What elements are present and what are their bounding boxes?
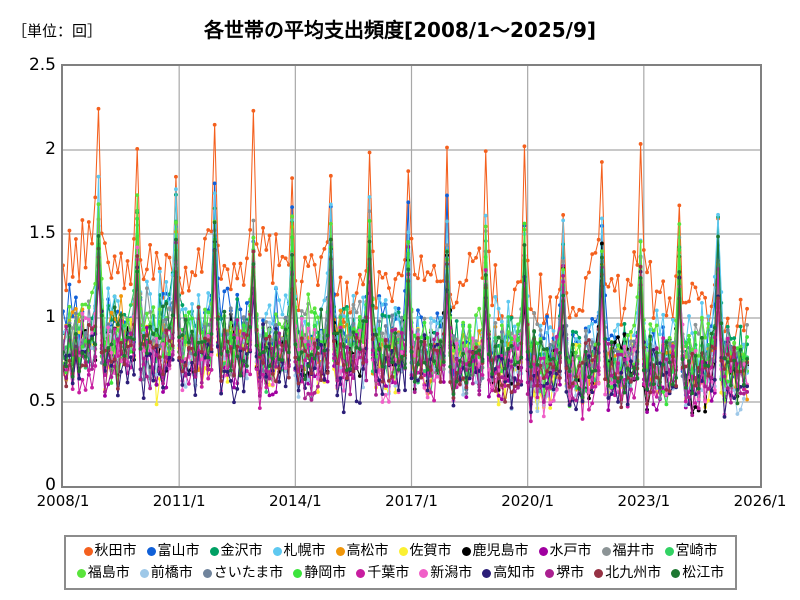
legend-label: 佐賀市 [409, 543, 452, 559]
legend-marker-icon [356, 568, 366, 578]
x-axis-tick-label: 2023/1 [617, 492, 671, 510]
legend-item-静岡市[interactable]: 静岡市 [293, 566, 346, 580]
legend-item-高松市[interactable]: 高松市 [335, 543, 389, 559]
legend-item-富山市[interactable]: 富山市 [146, 543, 200, 559]
data-series [63, 220, 749, 406]
legend-marker-icon [139, 568, 149, 578]
legend-item-松江市[interactable]: 松江市 [671, 566, 724, 580]
series-group [63, 106, 749, 424]
x-axis-tick-label: 2014/1 [268, 492, 322, 510]
unit-label: ［単位：回］ [12, 22, 103, 40]
y-axis-tick-label: 2 [45, 139, 56, 159]
legend-marker-icon [146, 546, 156, 556]
legend-item-福井市[interactable]: 福井市 [601, 543, 655, 559]
x-axis-tick-label: 2026/1 [733, 492, 787, 510]
legend-marker-icon [482, 568, 492, 578]
y-axis-labels: 0 0.5 1 1.5 2 2.5 [0, 0, 56, 600]
legend-item-千葉市[interactable]: 千葉市 [356, 566, 409, 580]
legend-marker-icon [398, 546, 408, 556]
legend-label: 宮崎市 [675, 543, 718, 559]
legend-marker-icon [209, 546, 219, 556]
legend-label: 水戸市 [549, 543, 592, 559]
legend-label: 千葉市 [367, 565, 410, 581]
legend-label: さいたま市 [213, 565, 284, 581]
legend-label: 北九州市 [605, 565, 662, 581]
legend-item-秋田市[interactable]: 秋田市 [83, 543, 137, 559]
gridlines [63, 66, 760, 486]
legend-marker-icon [601, 546, 611, 556]
legend-label: 静岡市 [304, 565, 347, 581]
legend-marker-icon [594, 568, 604, 578]
legend-marker-icon [545, 568, 555, 578]
legend-label: 札幌市 [283, 543, 326, 559]
legend-marker-icon [76, 568, 86, 578]
legend-label: 福井市 [612, 543, 655, 559]
legend-label: 秋田市 [94, 543, 137, 559]
legend-marker-icon [461, 546, 471, 556]
legend-label: 金沢市 [220, 543, 263, 559]
x-axis-tick-label: 2008/1 [36, 492, 90, 510]
legend-marker-icon [419, 568, 429, 578]
legend-marker-icon [538, 546, 548, 556]
plot-area [61, 64, 762, 488]
legend-item-前橋市[interactable]: 前橋市 [139, 565, 193, 581]
legend-label: 松江市 [682, 565, 725, 581]
legend-item-宮崎市[interactable]: 宮崎市 [664, 543, 718, 559]
legend-row: 福島市 前橋市 さいたま市 静岡市 千葉市 新潟市 高知市 堺市 北九州市 松江市 [68, 562, 733, 584]
legend-marker-icon [335, 546, 345, 556]
data-series [63, 106, 749, 359]
legend-label: 新潟市 [430, 565, 473, 581]
y-axis-tick-label: 2.5 [28, 55, 56, 75]
legend-item-北九州市[interactable]: 北九州市 [594, 566, 661, 580]
x-axis-tick-label: 2011/1 [152, 492, 206, 510]
legend-marker-icon [293, 568, 303, 578]
legend-item-高知市[interactable]: 高知市 [482, 566, 535, 580]
x-axis-tick-label: 2020/1 [501, 492, 555, 510]
legend-item-新潟市[interactable]: 新潟市 [419, 566, 472, 580]
legend-marker-icon [202, 568, 212, 578]
legend-label: 堺市 [556, 565, 585, 581]
legend-label: 富山市 [157, 543, 200, 559]
legend-row: 秋田市 富山市 金沢市 札幌市 高松市 佐賀市 鹿児島市 水戸市 福井市 宮崎市 [68, 540, 733, 562]
x-axis-tick-label: 2017/1 [385, 492, 438, 510]
chart-legend: 秋田市 富山市 金沢市 札幌市 高松市 佐賀市 鹿児島市 水戸市 福井市 宮崎市福島市 前橋市 さいた… [64, 535, 737, 590]
page-title: 各世帯の平均支出頻度[2008/1～2025/9] [203, 18, 597, 42]
x-axis-labels: 2008/1 2011/1 2014/1 2017/1 2020/1 2023/1 2026… [0, 492, 800, 516]
y-axis-tick-label: 0 [45, 475, 56, 495]
legend-item-金沢市[interactable]: 金沢市 [209, 543, 263, 559]
legend-item-福島市[interactable]: 福島市 [76, 565, 130, 581]
y-axis-tick-label: 0.5 [28, 391, 56, 411]
legend-label: 高松市 [346, 543, 389, 559]
y-axis-tick-label: 1 [45, 307, 56, 327]
legend-item-鹿児島市[interactable]: 鹿児島市 [461, 543, 529, 559]
legend-item-水戸市[interactable]: 水戸市 [538, 543, 592, 559]
legend-label: 福島市 [87, 565, 130, 581]
legend-marker-icon [83, 546, 93, 556]
legend-label: 高知市 [493, 565, 536, 581]
legend-item-札幌市[interactable]: 札幌市 [272, 543, 326, 559]
legend-item-さいたま市[interactable]: さいたま市 [202, 565, 284, 581]
legend-marker-icon [671, 568, 681, 578]
legend-label: 鹿児島市 [472, 543, 529, 559]
legend-label: 前橋市 [150, 565, 193, 581]
legend-item-堺市[interactable]: 堺市 [545, 566, 584, 580]
legend-item-佐賀市[interactable]: 佐賀市 [398, 543, 452, 559]
chart-canvas [63, 66, 760, 486]
legend-marker-icon [272, 546, 282, 556]
y-axis-tick-label: 1.5 [28, 223, 56, 243]
legend-marker-icon [664, 546, 674, 556]
